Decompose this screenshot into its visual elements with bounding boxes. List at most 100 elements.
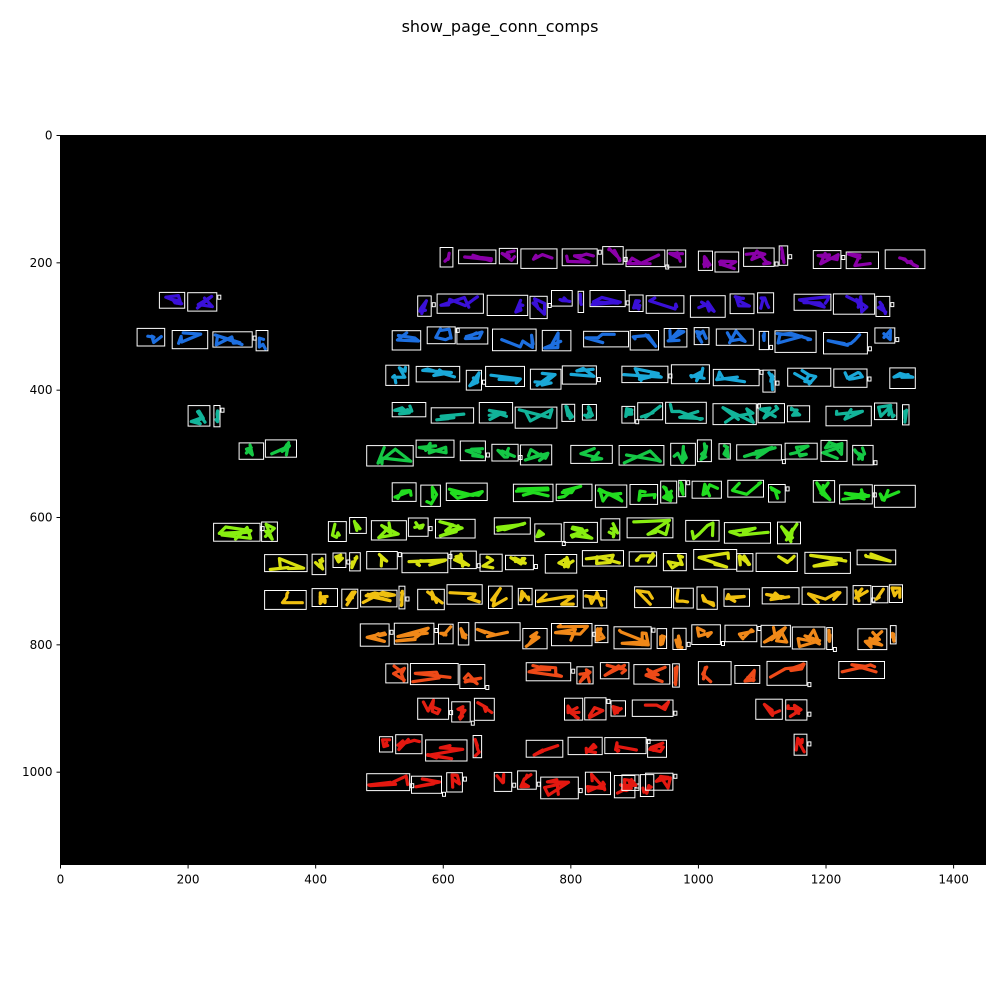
component-box-small [807,682,812,688]
component-box-small [781,459,786,465]
component-box [696,439,712,463]
component-glyph [434,327,453,342]
component-box [874,402,898,421]
component-glyph [361,590,396,605]
component-box [519,444,553,466]
component-glyph [450,773,462,789]
component-box [774,330,817,353]
component-box [486,294,529,316]
component-box [379,736,394,753]
component-glyph [587,705,605,720]
component-box [755,552,798,573]
component-box [689,295,726,318]
component-box [409,663,459,686]
component-box [563,521,598,543]
component-glyph [821,440,844,460]
component-glyph [715,370,747,384]
component-glyph [411,670,452,684]
component-box [417,697,450,720]
component-glyph [673,665,679,687]
component-glyph [890,631,896,643]
component-box [801,586,848,605]
component-box [451,701,471,723]
component-box-small [596,377,601,383]
component-box [264,590,307,610]
component-box [631,699,674,717]
component-glyph [473,737,481,758]
component-glyph [318,591,329,606]
component-box [723,522,772,544]
component-box [724,624,758,643]
component-glyph [523,448,550,463]
component-box-small [867,346,872,352]
component-box [785,699,808,721]
component-glyph [699,442,709,462]
component-box [820,439,848,462]
component-box [525,739,564,758]
component-box [474,622,521,642]
component-box-small [533,564,538,569]
component-box-small [832,647,837,652]
component-glyph [864,552,892,563]
component-glyph [453,552,471,568]
component-box [391,482,417,502]
component-glyph [517,408,554,423]
component-glyph [352,519,362,533]
component-glyph [845,294,869,314]
component-glyph [744,249,772,266]
component-glyph [475,627,509,639]
component-glyph [380,738,392,749]
component-box [662,553,687,572]
axes-frame [60,135,986,865]
component-box [551,623,593,647]
component-glyph [377,552,389,568]
component-box [366,773,411,792]
component-box-small [774,261,779,267]
component-box [610,700,626,717]
component-glyph [878,488,901,502]
component-glyph [413,521,425,530]
component-glyph [764,591,791,602]
component-glyph [769,486,781,500]
component-glyph [742,445,777,460]
component-box [465,369,482,391]
component-box [514,406,558,429]
component-glyph [519,773,533,789]
component-box-small [578,788,583,794]
component-glyph [797,295,831,309]
component-box [670,442,696,466]
component-box-small [635,419,640,425]
component-box [804,551,851,574]
component-box [874,327,896,344]
component-box-small [788,254,793,260]
component-box [445,482,488,502]
component-box [541,329,572,352]
component-box [761,587,800,605]
component-box-small [673,773,678,779]
component-box [673,587,694,609]
component-box [522,628,548,650]
component-box [446,584,483,605]
component-box-small [807,741,812,747]
component-box [517,587,533,606]
component-glyph [393,489,413,500]
component-box [793,733,808,756]
component-glyph [632,518,672,537]
component-glyph [761,331,766,342]
component-box [594,484,628,508]
component-box [570,444,613,464]
component-glyph [607,522,620,539]
component-box [564,697,584,721]
component-glyph [648,741,665,754]
component-glyph [542,331,563,350]
component-box-small [686,641,691,647]
component-box [393,622,435,645]
x-tick-label: 1000 [683,873,714,887]
component-glyph [217,525,253,541]
component-box [712,403,757,426]
component-glyph [697,551,731,569]
component-glyph [626,253,661,266]
y-tick-label: 200 [30,256,53,270]
component-glyph [648,296,679,311]
component-glyph [519,589,531,603]
